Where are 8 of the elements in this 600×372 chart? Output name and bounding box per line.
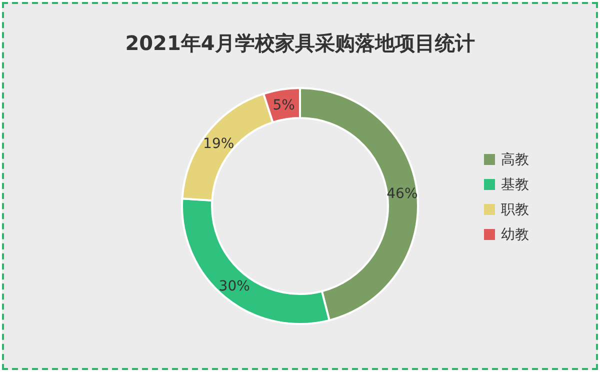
legend-label: 高教 <box>501 152 529 168</box>
legend-label: 幼教 <box>501 227 529 243</box>
legend-label: 职教 <box>501 202 529 218</box>
data-label: 5% <box>272 97 295 114</box>
legend-label: 基教 <box>501 177 529 193</box>
data-label: 30% <box>218 278 250 294</box>
chart-title: 2021年4月学校家具采购落地项目统计 <box>125 31 475 55</box>
data-label: 19% <box>203 136 234 152</box>
